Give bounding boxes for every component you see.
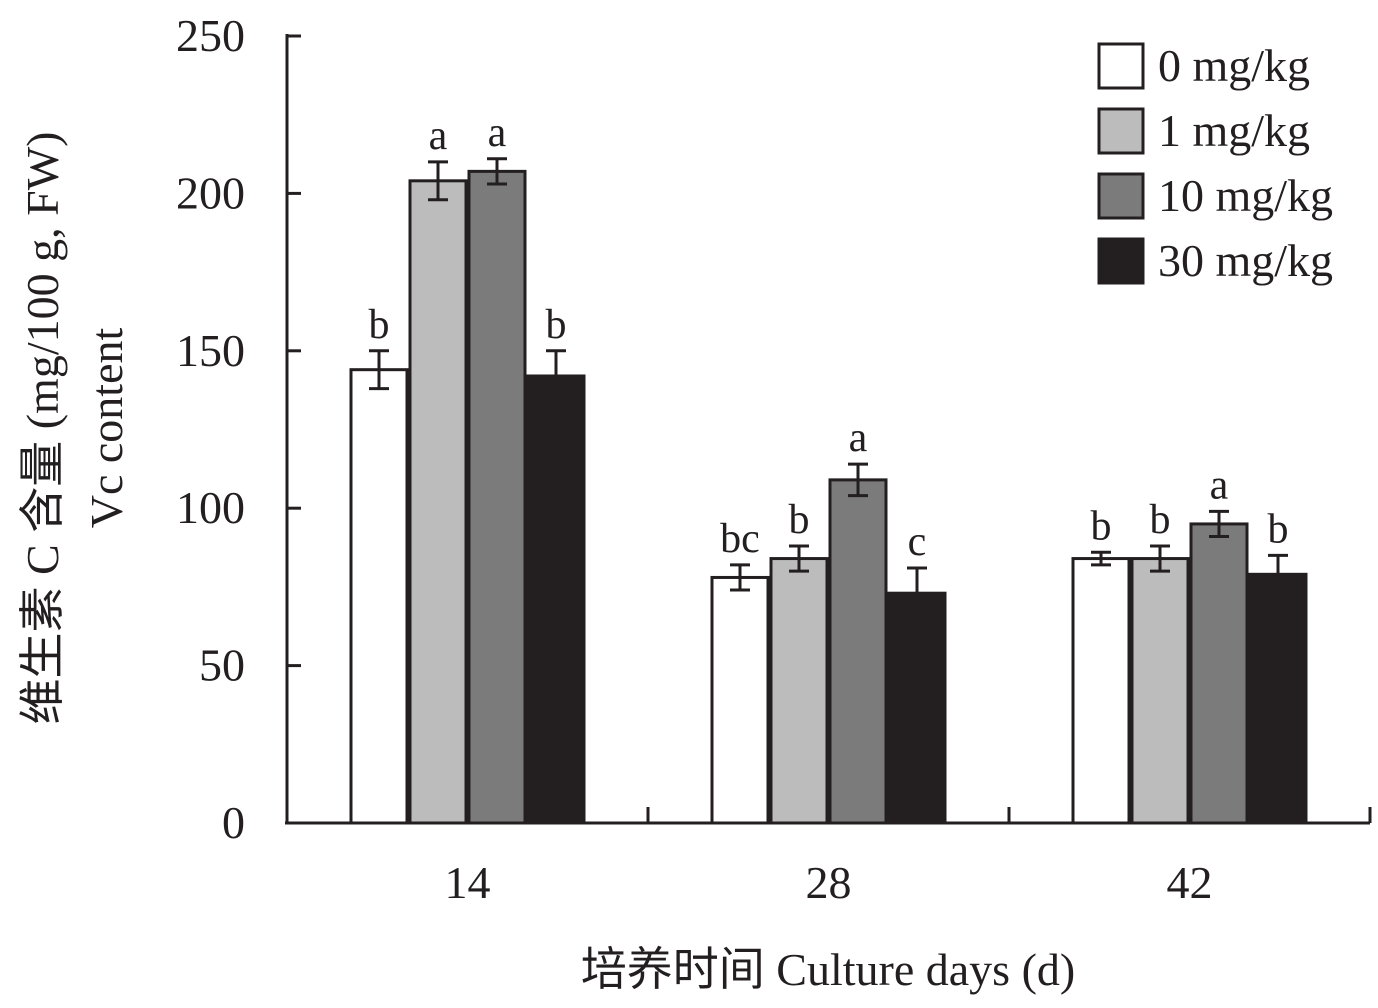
x-tick-label: 42	[1167, 857, 1213, 908]
significance-letter: c	[908, 519, 927, 565]
legend-swatch	[1097, 237, 1145, 285]
y-tick-label: 0	[222, 797, 245, 848]
bar	[769, 557, 829, 825]
significance-letter: bc	[720, 516, 760, 562]
bar	[1189, 522, 1249, 825]
bar	[887, 591, 947, 825]
bar	[467, 169, 527, 825]
significance-letter: b	[1091, 503, 1112, 549]
bar	[526, 374, 586, 825]
bar	[1248, 572, 1308, 825]
significance-letter: b	[369, 302, 390, 348]
y-tick-label: 250	[176, 10, 245, 61]
x-axis-ticks: 14 28 42	[445, 807, 1372, 908]
significance-letter: b	[1150, 497, 1171, 543]
x-tick-label: 28	[806, 857, 852, 908]
x-axis-title: 培养时间 Culture days (d)	[581, 944, 1075, 995]
bar	[349, 368, 409, 825]
y-tick-label: 200	[176, 167, 245, 218]
legend-label: 0 mg/kg	[1158, 40, 1310, 91]
legend: 0 mg/kg 1 mg/kg 10 mg/kg 30 mg/kg	[1097, 40, 1333, 286]
significance-letter: a	[1210, 462, 1229, 508]
significance-letter: b	[546, 302, 567, 348]
legend-label: 1 mg/kg	[1158, 105, 1310, 156]
bar	[1071, 557, 1131, 825]
error-bars	[369, 157, 1288, 620]
significance-letter: a	[488, 110, 507, 156]
significance-letter: b	[1268, 506, 1289, 552]
legend-label: 10 mg/kg	[1158, 170, 1333, 221]
legend-swatch	[1097, 42, 1145, 90]
x-tick-label: 14	[445, 857, 491, 908]
legend-label: 30 mg/kg	[1158, 235, 1333, 286]
significance-letter: a	[429, 113, 448, 159]
significance-letter: b	[789, 497, 810, 543]
bar	[710, 575, 770, 825]
legend-swatch	[1097, 172, 1145, 220]
y-tick-label: 100	[176, 482, 245, 533]
bar	[408, 179, 468, 825]
y-tick-label: 50	[199, 640, 245, 691]
bar	[1130, 557, 1190, 825]
significance-letter: a	[849, 415, 868, 461]
y-axis-title-en: Vc content	[81, 328, 132, 529]
y-axis-ticks: 0 50 100 150 200 250	[176, 10, 301, 848]
y-tick-label: 150	[176, 325, 245, 376]
bar	[828, 478, 888, 825]
y-axis-title-cn: 维生素 C 含量 (mg/100 g, FW)	[17, 132, 68, 725]
legend-swatch	[1097, 107, 1145, 155]
